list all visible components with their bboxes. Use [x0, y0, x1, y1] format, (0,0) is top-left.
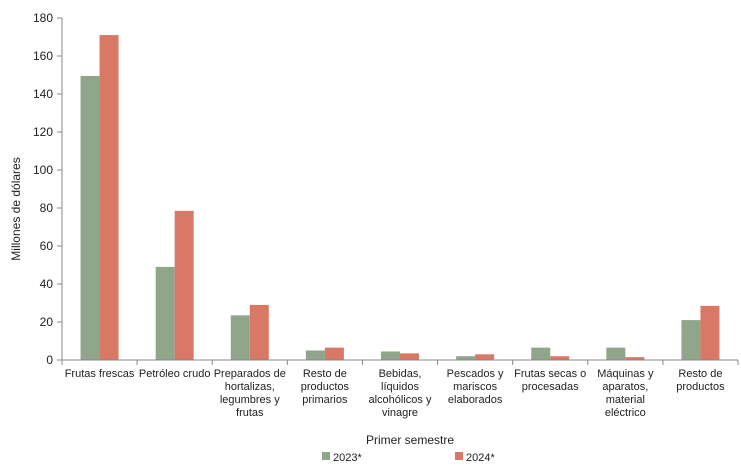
bar-2024-4 — [400, 353, 419, 360]
bar-2023-6 — [531, 347, 551, 360]
x-tick-label-line: material — [606, 394, 645, 406]
bar-2023-4 — [381, 351, 400, 360]
x-tick-label-line: alcohólicos y — [369, 394, 432, 406]
y-tick-label: 140 — [33, 87, 53, 101]
legend-swatch — [455, 452, 463, 460]
x-tick-label-line: primarios — [302, 394, 348, 406]
x-tick-label: Petróleo crudo — [139, 368, 211, 380]
x-tick-label-line: procesadas — [522, 381, 579, 393]
x-tick-label-line: aparatos, — [602, 381, 648, 393]
x-tick-label: Pescados y mariscos elaborados — [447, 368, 504, 406]
y-axis: 0 20 40 60 80 100 120 140 160 180 — [33, 11, 63, 367]
bar-2024-3 — [324, 347, 344, 360]
x-axis-title: Primer semestre — [366, 433, 454, 447]
x-tick-label-line: Resto de — [678, 368, 722, 380]
y-tick-label: 120 — [33, 125, 53, 139]
x-tick-label-line: líquidos — [381, 381, 419, 393]
bars — [80, 35, 720, 360]
y-tick-label: 40 — [40, 277, 54, 291]
x-tick-label-line: Pescados y — [447, 368, 504, 380]
x-tick-label-line: Bebidas, — [379, 368, 422, 380]
y-tick-label: 20 — [40, 315, 54, 329]
bar-2023-8 — [681, 320, 701, 360]
bar-2024-8 — [700, 305, 720, 360]
y-tick-label: 80 — [40, 201, 54, 215]
x-tick-label-line: mariscos — [453, 381, 498, 393]
x-tick-label: Máquinas y aparatos, material eléctrico — [597, 368, 654, 419]
x-tick-label: Frutas secas o procesadas — [514, 368, 586, 393]
x-tick-label-line: productos — [676, 381, 725, 393]
x-tick-label-line: frutas — [236, 407, 264, 419]
x-tick-label: Preparados de hortalizas, legumbres y fruta… — [214, 368, 286, 419]
x-axis: Frutas frescas Petróleo crudo Preparados d… — [61, 359, 739, 419]
x-tick-label: Frutas frescas — [65, 368, 135, 380]
bar-2024-5 — [475, 354, 495, 360]
x-tick-label-line: elaborados — [448, 394, 503, 406]
bar-2023-3 — [305, 350, 325, 360]
x-tick-label-line: eléctrico — [605, 407, 646, 419]
y-tick-label: 160 — [33, 49, 53, 63]
y-axis-title: Millones de dólares — [9, 157, 23, 260]
x-tick-label-line: Frutas frescas — [65, 368, 135, 380]
legend-label: 2023* — [333, 452, 362, 464]
bar-2024-6 — [550, 356, 570, 360]
bar-2023-1 — [155, 266, 175, 360]
x-tick-label-line: Preparados de — [214, 368, 286, 380]
x-tick-label-line: hortalizas, — [225, 381, 275, 393]
x-tick-label-line: Resto de — [303, 368, 347, 380]
legend-swatch — [322, 452, 330, 460]
bar-2024-2 — [249, 304, 269, 360]
x-tick-label-line: Frutas secas o — [514, 368, 586, 380]
bar-2023-7 — [606, 347, 626, 360]
x-tick-label: Bebidas, líquidos alcohólicos y vinagre — [369, 368, 432, 419]
bar-2024-7 — [625, 357, 645, 360]
legend-label: 2024* — [466, 452, 495, 464]
x-tick-label-line: vinagre — [382, 407, 418, 419]
bar-2024-1 — [174, 210, 194, 360]
bar-2023-0 — [80, 75, 100, 360]
y-tick-label: 60 — [40, 239, 54, 253]
bar-2023-5 — [456, 356, 476, 360]
legend: 2023* 2024* — [322, 452, 495, 464]
x-tick-label-line: Máquinas y — [597, 368, 654, 380]
y-tick-label: 100 — [33, 163, 53, 177]
bar-2023-2 — [230, 315, 250, 360]
bar-2024-0 — [99, 35, 119, 360]
x-tick-label-line: legumbres y — [220, 394, 280, 406]
x-tick-label-line: Petróleo crudo — [139, 368, 211, 380]
y-tick-label: 0 — [46, 353, 53, 367]
x-tick-label: Resto de productos primarios — [301, 368, 350, 406]
x-tick-label: Resto de productos — [676, 368, 725, 393]
x-tick-label-line: productos — [301, 381, 350, 393]
y-tick-label: 180 — [33, 11, 53, 25]
